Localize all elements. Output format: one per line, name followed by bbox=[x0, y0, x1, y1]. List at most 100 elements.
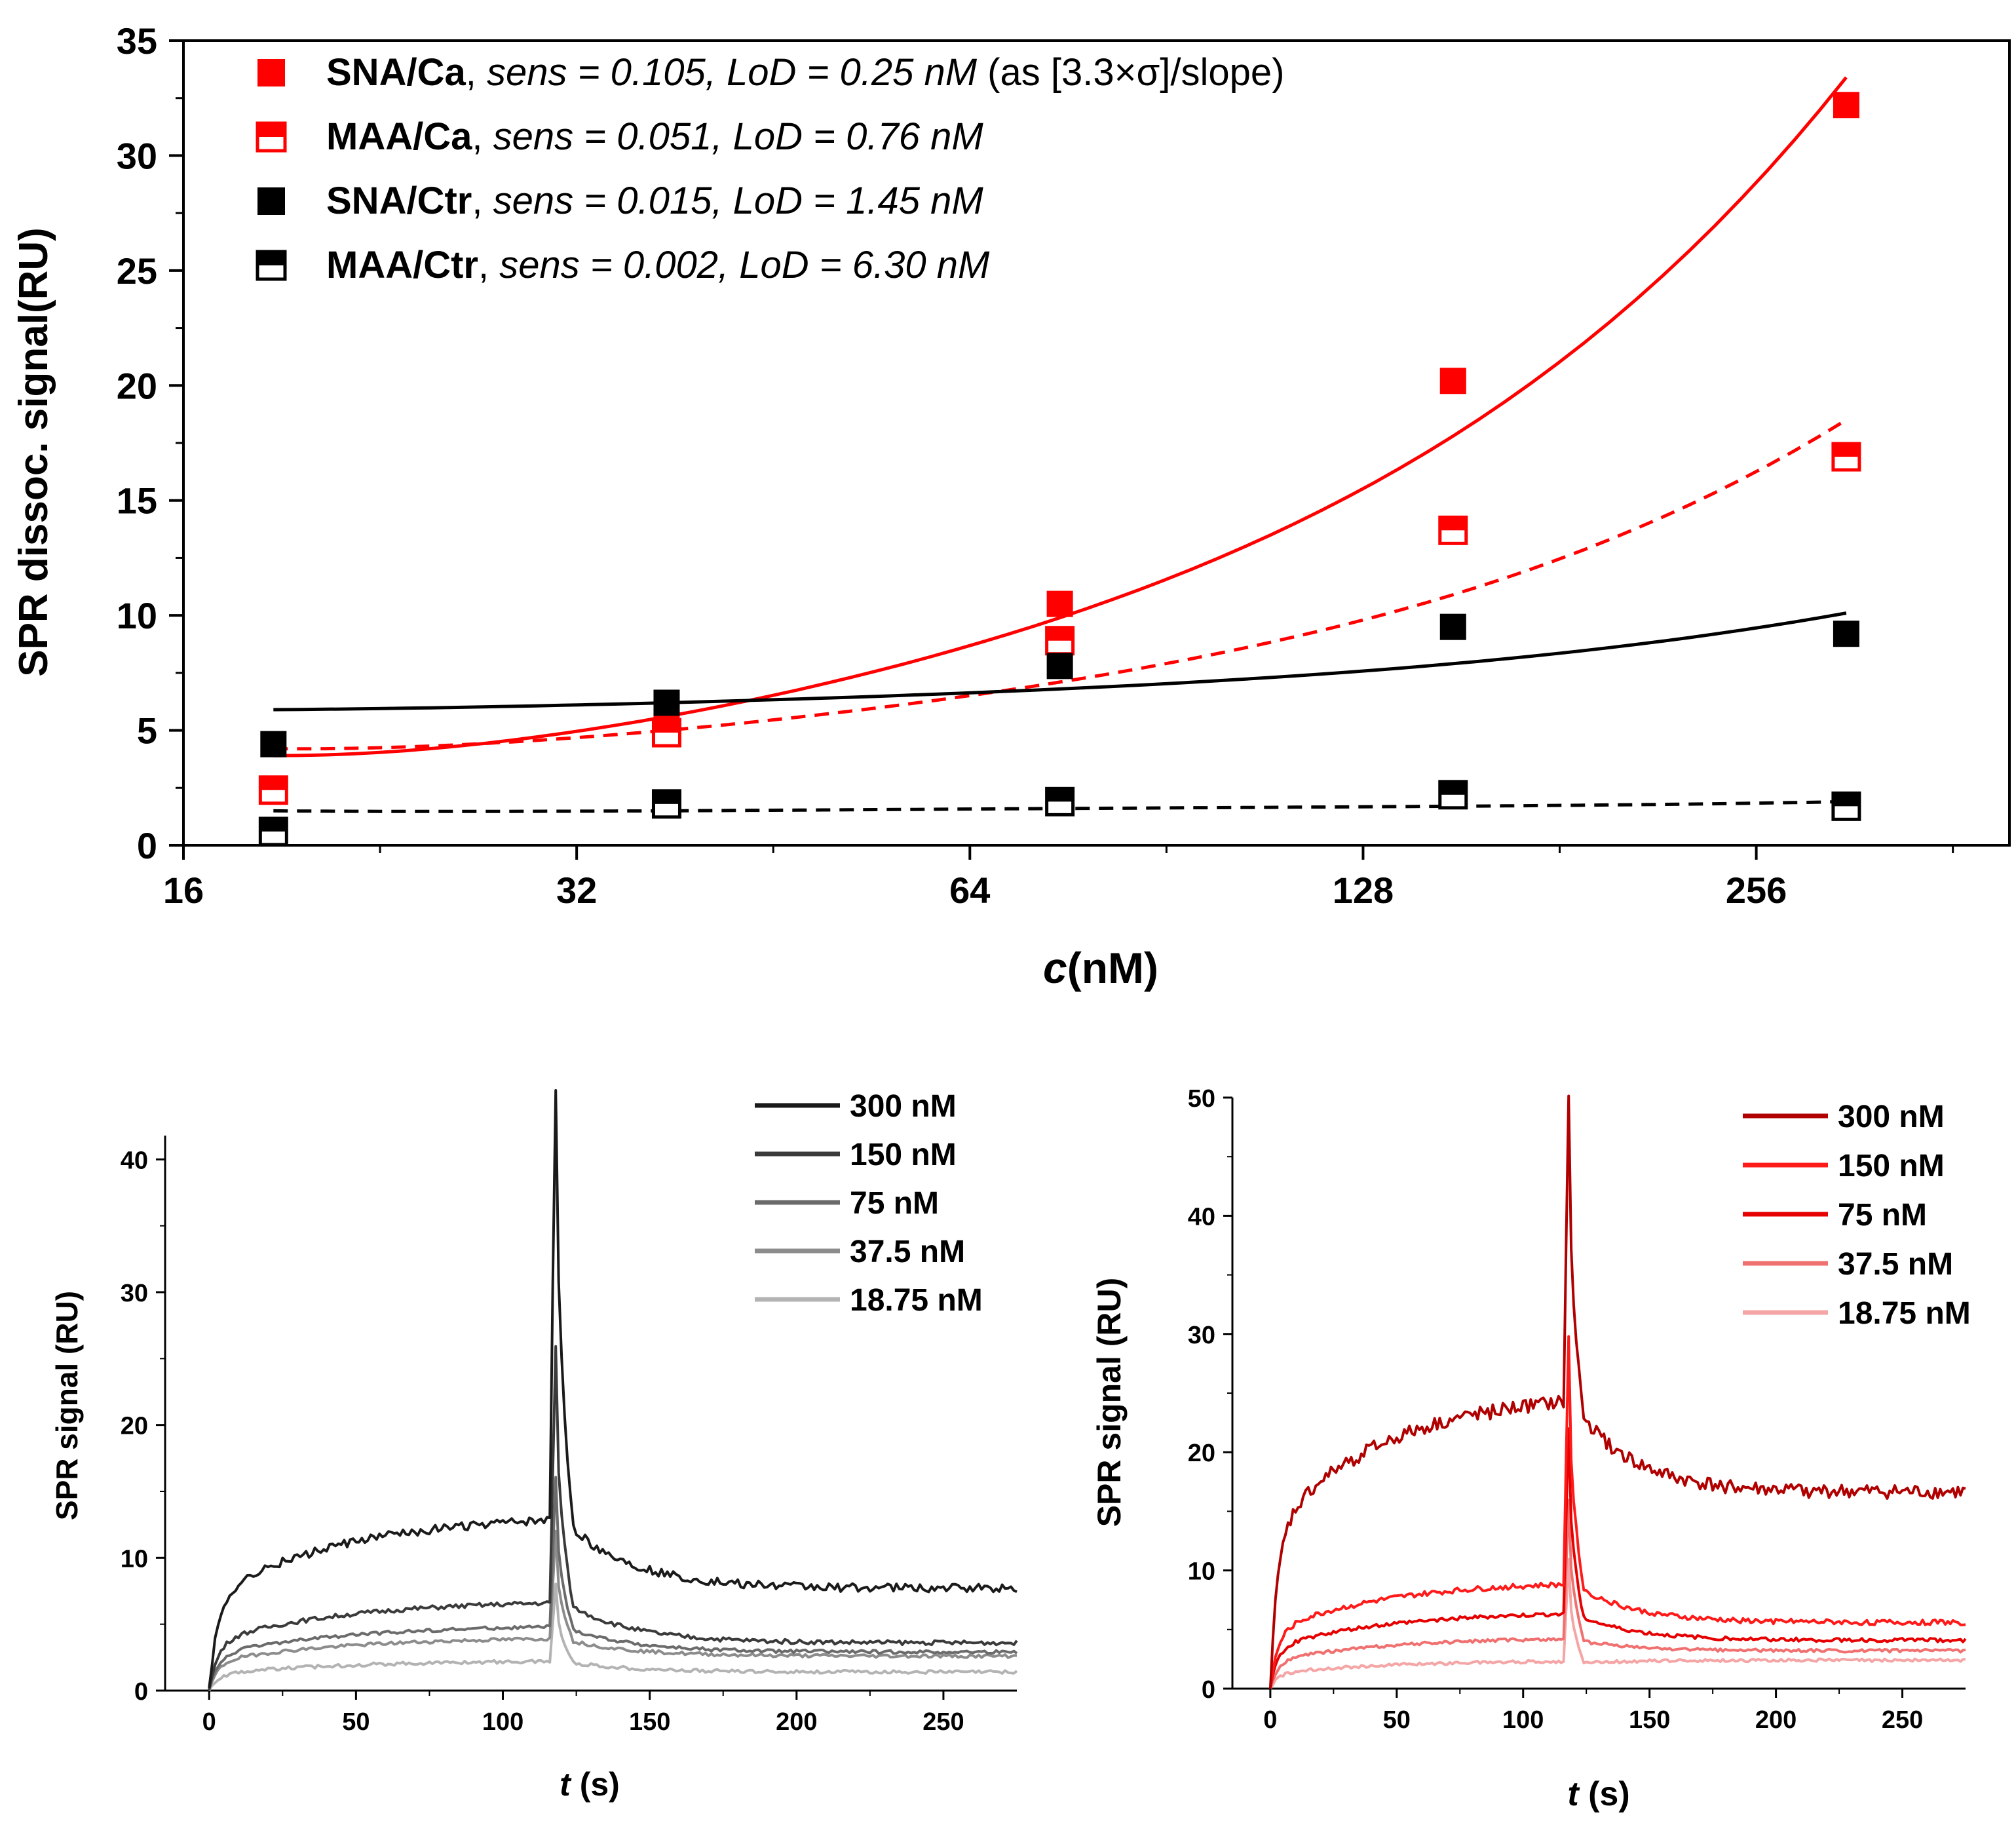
bl-x-tick-label: 0 bbox=[202, 1708, 216, 1736]
point-half-fill bbox=[653, 790, 680, 804]
top-x-ticks: 16 32 64 128 256 bbox=[163, 845, 1954, 911]
legend-entry-sna-ca: SNA/Ca, sens = 0.105, LoD = 0.25 nM (as … bbox=[257, 51, 1284, 94]
point-half-fill bbox=[653, 719, 680, 733]
point-half-fill bbox=[1439, 781, 1466, 795]
br-y-tick-label: 20 bbox=[1188, 1440, 1215, 1467]
bl-axes bbox=[164, 1136, 1017, 1692]
legend-sep: , bbox=[478, 244, 499, 286]
point-maa-ca bbox=[1831, 442, 1861, 472]
bl-x-tick-label: 250 bbox=[922, 1708, 964, 1736]
legend-lod: LoD = 6.30 nM bbox=[739, 244, 990, 286]
bl-legend-label-18-75-nm: 18.75 nM bbox=[850, 1283, 983, 1318]
bl-x-axis-symbol: t bbox=[560, 1766, 572, 1803]
point-maa-ctr bbox=[1438, 780, 1468, 810]
point-maa-ca bbox=[1438, 515, 1468, 545]
point-maa-ca bbox=[258, 775, 288, 805]
point-maa-ca bbox=[1045, 626, 1075, 656]
br-legend-label-300-nm: 300 nM bbox=[1838, 1100, 1945, 1134]
point-maa-ctr bbox=[651, 789, 681, 819]
bl-y-ticks: 0 10 20 30 40 bbox=[121, 1147, 165, 1706]
bl-curves bbox=[208, 1089, 1018, 1692]
br-curves bbox=[1268, 1094, 1967, 1690]
bl-x-tick-label: 200 bbox=[776, 1708, 817, 1736]
br-x-tick-label: 200 bbox=[1755, 1706, 1797, 1734]
br-y-ticks: 0 10 20 30 40 50 bbox=[1188, 1085, 1232, 1704]
br-curve-37-5-nm bbox=[1269, 1499, 1966, 1688]
br-y-tick-label: 10 bbox=[1188, 1558, 1215, 1586]
legend-sens: sens = 0.015, bbox=[493, 180, 723, 222]
legend-marker-maa-ca-fill bbox=[257, 123, 285, 137]
point-maa-ctr bbox=[258, 816, 288, 847]
br-y-tick-label: 40 bbox=[1188, 1203, 1215, 1231]
br-legend: 300 nM 150 nM 75 nM 37.5 nM 18.75 nM bbox=[1743, 1100, 1971, 1331]
bl-x-axis-unit: (s) bbox=[580, 1766, 620, 1803]
point-half-fill bbox=[260, 776, 287, 790]
br-curve-75-nm bbox=[1268, 1427, 1967, 1689]
bl-x-ticks: 0 50 100 150 200 250 bbox=[202, 1691, 964, 1736]
point-sna-ctr bbox=[653, 689, 680, 716]
fit-line-maa-ca bbox=[273, 418, 1848, 751]
top-chart: 16 32 64 128 256 0 5 10 15 20 25 30 35 SPR dissoc. … bbox=[11, 20, 2011, 992]
point-sna-ca bbox=[1046, 590, 1073, 617]
point-sna-ctr bbox=[1439, 613, 1466, 640]
legend-lod: LoD = 0.25 nM bbox=[727, 51, 978, 94]
top-y-tick-label: 30 bbox=[117, 135, 157, 176]
point-sna-ctr bbox=[260, 731, 287, 757]
legend-sep: , bbox=[472, 115, 493, 158]
legend-series-name: SNA/Ctr bbox=[326, 180, 472, 222]
legend-series-name: SNA/Ca bbox=[326, 51, 466, 94]
point-half-fill bbox=[1833, 793, 1859, 807]
legend-note: (as [3.3×σ]/slope) bbox=[987, 51, 1284, 94]
legend-sep: , bbox=[472, 180, 493, 222]
br-x-ticks: 0 50 100 150 200 250 bbox=[1263, 1689, 1923, 1734]
point-half-fill bbox=[1833, 444, 1859, 457]
top-x-tick-label: 256 bbox=[1726, 870, 1787, 911]
fit-line-sna-ca bbox=[273, 76, 1848, 757]
br-x-tick-label: 50 bbox=[1383, 1706, 1411, 1734]
br-x-axis-unit: (s) bbox=[1588, 1775, 1630, 1813]
top-x-axis-symbol: c bbox=[1043, 944, 1067, 992]
legend-entry-sna-ctr: SNA/Ctr, sens = 0.015, LoD = 1.45 nM bbox=[257, 180, 983, 222]
legend-lod: LoD = 1.45 nM bbox=[733, 180, 984, 222]
bl-y-tick-label: 10 bbox=[121, 1545, 148, 1573]
legend-text-sna-ctr: SNA/Ctr, sens = 0.015, LoD = 1.45 nM bbox=[326, 180, 983, 222]
br-curve-300-nm bbox=[1268, 1094, 1966, 1689]
legend-marker-sna-ctr bbox=[257, 187, 285, 215]
legend-lod: LoD = 0.76 nM bbox=[733, 115, 984, 158]
bottom-right-chart: 0 50 100 150 200 250 0 10 20 30 40 50 300 nM 150 nM… bbox=[1091, 1085, 1971, 1813]
top-x-axis-title: c(nM) bbox=[1043, 944, 1158, 992]
point-half-fill bbox=[1439, 517, 1466, 531]
bl-y-tick-label: 20 bbox=[121, 1413, 148, 1440]
top-plot-frame bbox=[182, 39, 2011, 847]
bl-legend-label-37-5-nm: 37.5 nM bbox=[850, 1235, 965, 1269]
br-legend-label-150-nm: 150 nM bbox=[1838, 1149, 1945, 1183]
point-sna-ca bbox=[1833, 92, 1859, 119]
legend-sens: sens = 0.105, bbox=[487, 51, 716, 94]
top-data-points bbox=[258, 92, 1861, 847]
br-legend-label-18-75-nm: 18.75 nM bbox=[1838, 1296, 1971, 1331]
br-x-tick-label: 150 bbox=[1629, 1706, 1670, 1734]
br-y-axis-title: SPR signal (RU) bbox=[1091, 1278, 1128, 1527]
top-x-tick-label: 16 bbox=[163, 870, 204, 911]
bl-y-axis-title: SPR signal (RU) bbox=[50, 1291, 84, 1520]
bl-x-tick-label: 150 bbox=[629, 1708, 670, 1736]
br-curve-150-nm bbox=[1268, 1335, 1966, 1689]
point-sna-ctr bbox=[1833, 621, 1859, 647]
top-x-tick-label: 64 bbox=[949, 870, 990, 911]
bl-legend-label-75-nm: 75 nM bbox=[850, 1186, 939, 1221]
br-x-tick-label: 0 bbox=[1263, 1706, 1277, 1734]
bottom-left-chart: 0 50 100 150 200 250 0 10 20 30 40 300 nM 150 nM 75… bbox=[50, 1089, 1018, 1803]
top-y-tick-label: 15 bbox=[117, 480, 157, 522]
top-y-tick-label: 20 bbox=[117, 365, 157, 406]
point-half-fill bbox=[1046, 627, 1073, 641]
top-y-tick-label: 35 bbox=[117, 20, 157, 62]
br-x-axis-symbol: t bbox=[1567, 1775, 1580, 1813]
point-sna-ctr bbox=[1046, 653, 1073, 680]
point-maa-ctr bbox=[1045, 786, 1075, 816]
bl-legend-label-150-nm: 150 nM bbox=[850, 1138, 957, 1172]
bl-x-axis-title: t (s) bbox=[560, 1766, 620, 1803]
bl-y-tick-label: 0 bbox=[134, 1678, 148, 1706]
top-y-tick-label: 0 bbox=[137, 825, 157, 866]
top-legend: SNA/Ca, sens = 0.105, LoD = 0.25 nM (as … bbox=[256, 51, 1284, 286]
